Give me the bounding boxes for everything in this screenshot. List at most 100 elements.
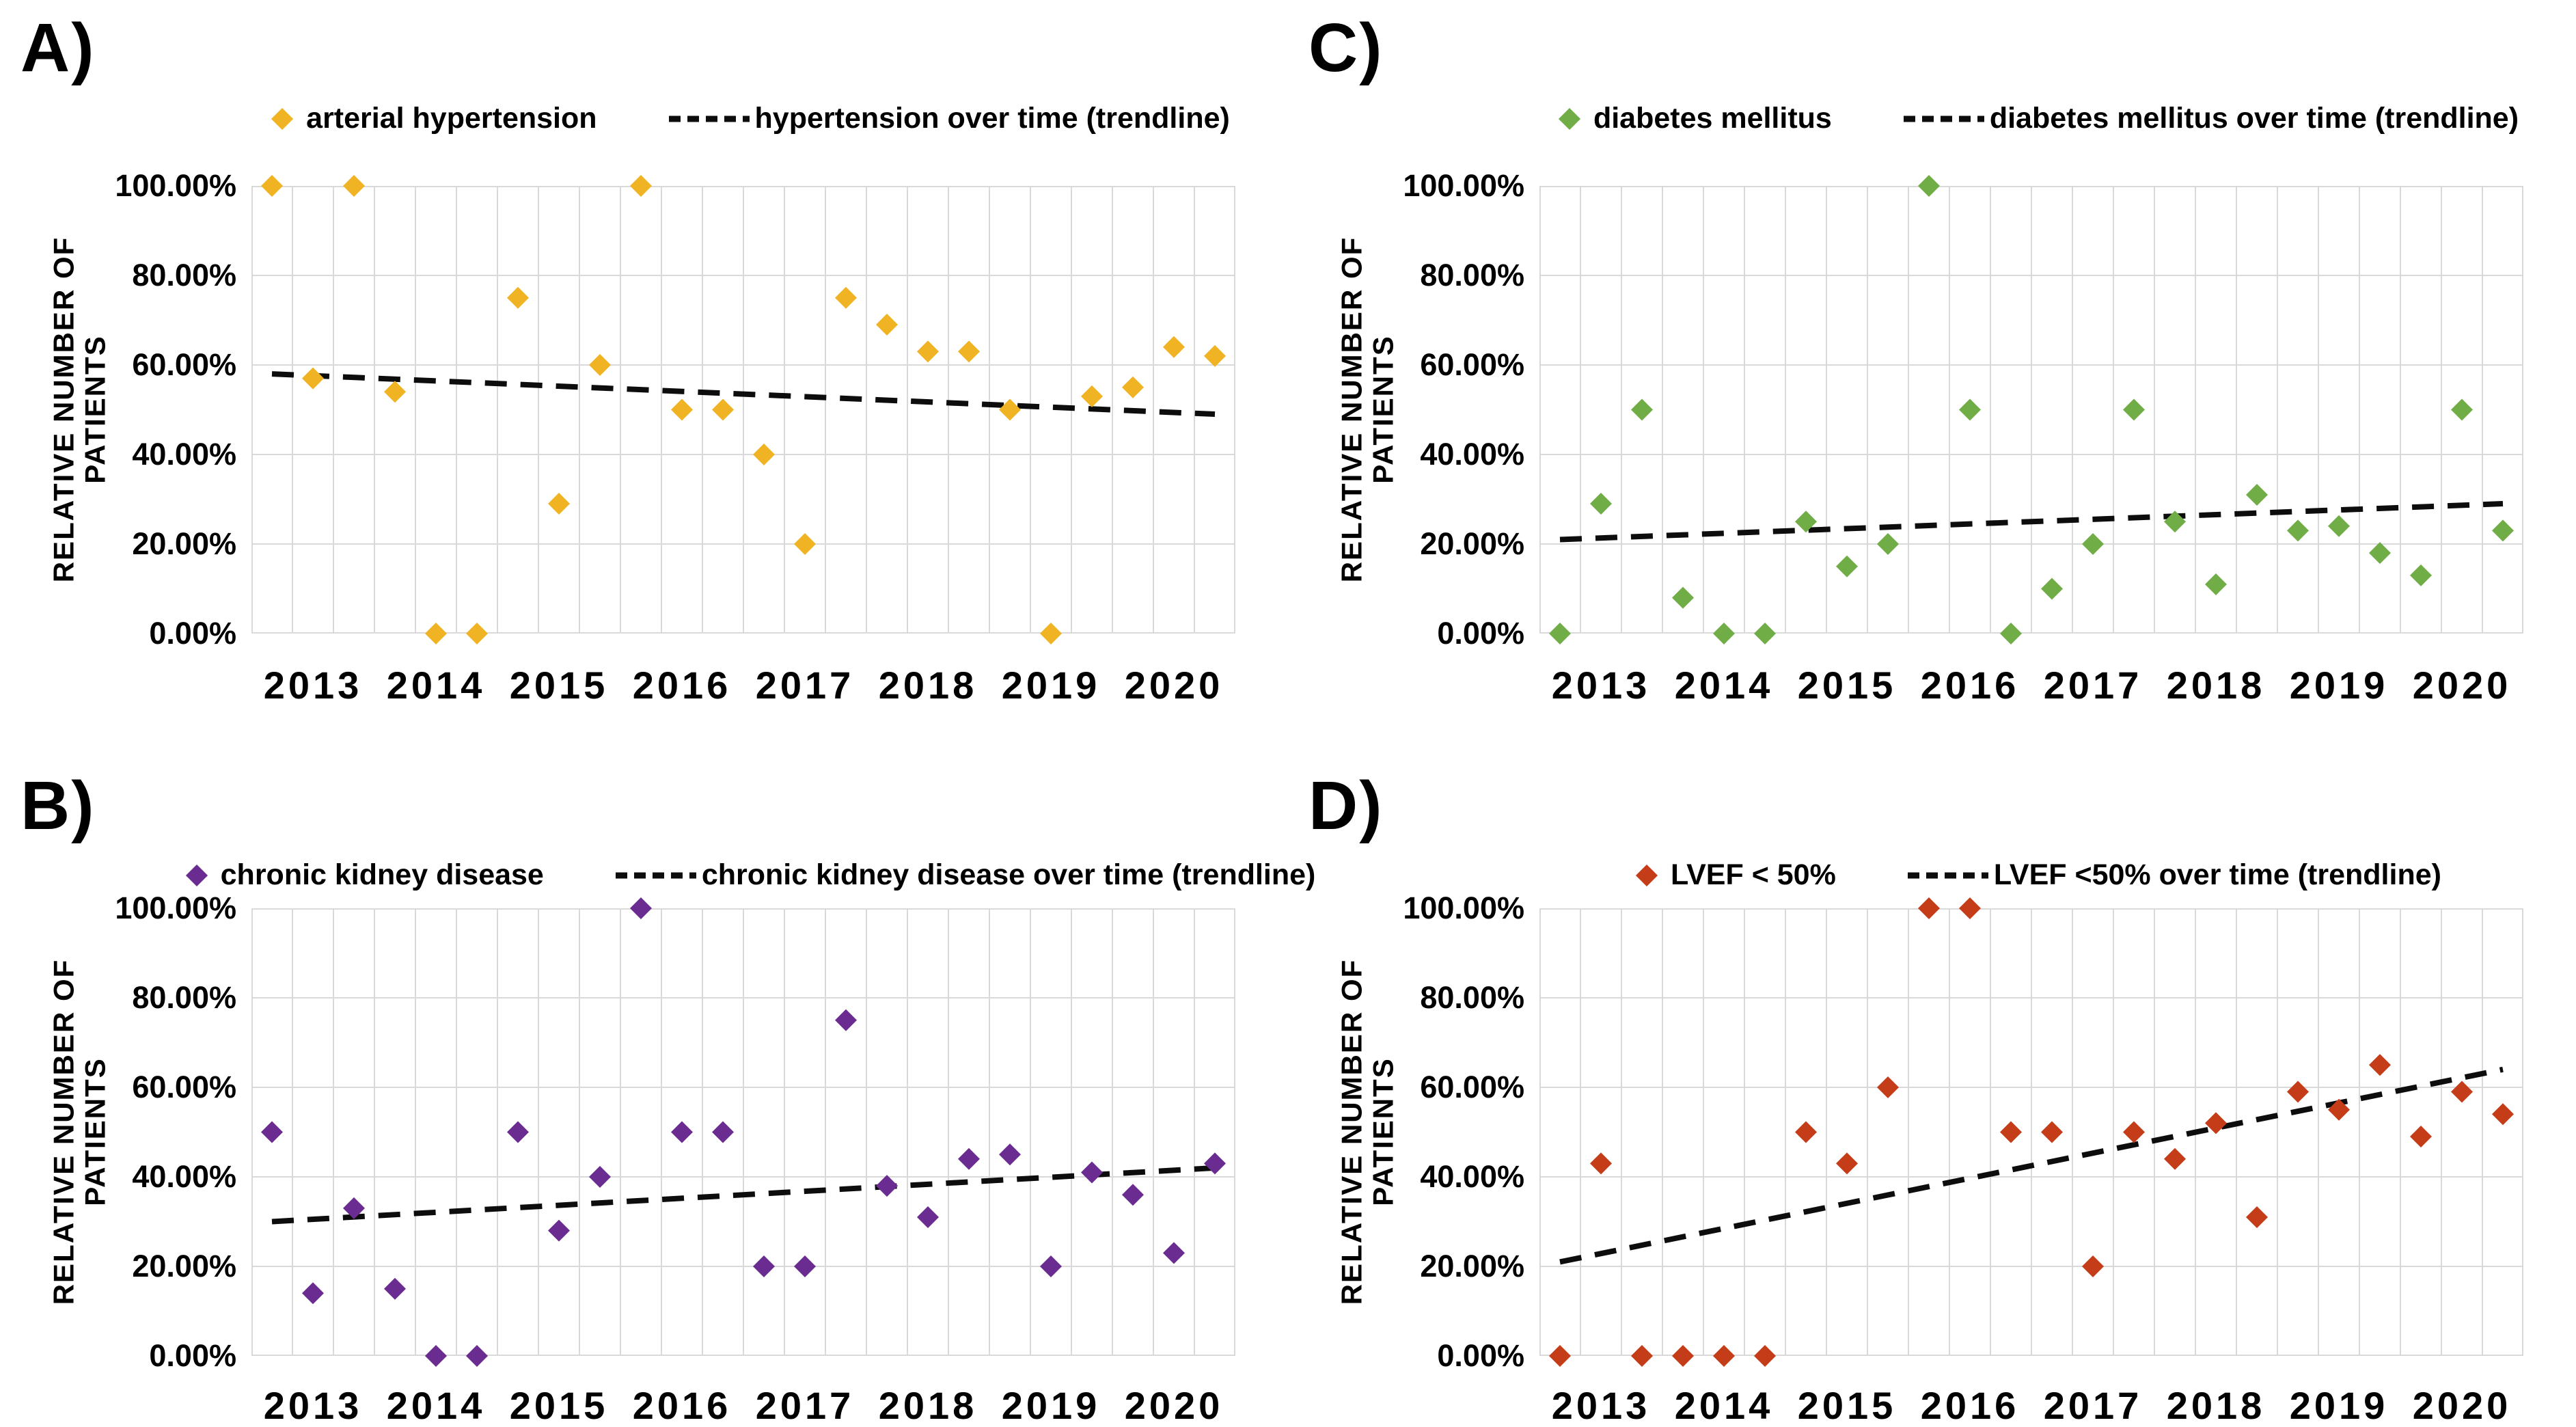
y-tick-label: 20.00% [1420,526,1524,561]
data-point-marker [1040,1255,1062,1277]
y-tick-label: 40.00% [132,437,236,472]
data-point-marker [876,314,898,336]
data-point-marker [261,1121,283,1143]
y-tick-label: 100.00% [1403,168,1524,203]
data-point-marker [712,398,734,421]
data-point-marker [2328,515,2350,537]
data-point-marker [835,286,857,309]
data-points [1549,897,2514,1367]
data-point-marker [343,175,365,197]
x-tick-label: 2019 [1001,1384,1101,1427]
data-point-marker [2000,623,2022,644]
panel-label: A) [20,10,96,86]
data-point-marker [630,175,652,197]
gridlines [1539,908,2523,1356]
legend-trendline-label: diabetes mellitus over time (trendline) [1989,102,2519,135]
data-point-marker [958,1147,980,1170]
data-point-marker [1122,1184,1144,1206]
x-tick-label: 2015 [1797,1384,1897,1427]
data-point-marker [1081,385,1103,407]
data-point-marker [2410,1126,2432,1148]
panel-label: B) [20,767,96,844]
legend-series-marker-icon [271,107,294,130]
data-point-marker [1754,623,1776,644]
data-point-marker [1122,376,1144,398]
data-point-marker [2041,1121,2063,1143]
data-point-marker [507,1121,529,1143]
data-point-marker [1836,555,1858,577]
data-point-marker [2369,1054,2391,1076]
data-point-marker [2246,1206,2268,1228]
legend-series-marker-icon [185,864,208,886]
y-tick-label: 80.00% [132,980,236,1015]
data-point-marker [1672,1345,1694,1367]
data-point-marker [1959,398,1981,421]
y-tick-label: 40.00% [1420,1159,1524,1194]
chart-panel: B) chronic kidney disease chronic kidney… [0,713,1315,1427]
data-points [261,175,1226,644]
trendline [271,371,1216,418]
data-point-marker [466,623,488,644]
data-point-marker [2164,511,2186,533]
x-tick-label: 2020 [1124,664,1224,707]
data-point-marker [671,1121,693,1143]
x-tick-label: 2019 [1001,664,1101,707]
x-tick-label: 2018 [878,664,978,707]
y-tick-label: 60.00% [1420,1070,1524,1104]
data-point-marker [1590,493,1612,515]
legend-series-label: arterial hypertension [306,102,597,135]
data-point-marker [261,175,283,197]
data-point-marker [2164,1147,2186,1170]
x-tick-label: 2019 [2289,1384,2389,1427]
x-tick-label: 2017 [2043,1384,2143,1427]
y-tick-label: 20.00% [1420,1249,1524,1283]
legend-trendline-dash-icon [668,115,750,122]
data-point-marker [1836,1152,1858,1175]
data-point-marker [1754,1345,1776,1367]
data-point-marker [2246,483,2268,506]
x-tick-label: 2017 [2043,664,2143,707]
data-point-marker [2082,533,2104,555]
y-tick-label: 80.00% [1420,980,1524,1015]
gridlines [251,186,1235,634]
data-point-marker [630,897,652,919]
data-point-marker [589,354,611,376]
legend-series-marker-icon [1558,107,1580,130]
y-tick-label: 60.00% [132,347,236,382]
x-tick-label: 2014 [386,1384,486,1427]
x-tick-label: 2018 [2166,664,2266,707]
data-point-marker [2287,519,2309,542]
legend-series-marker-icon [1635,864,1658,886]
data-point-marker [2451,1081,2473,1103]
data-point-marker [671,398,693,421]
y-tick-label: 80.00% [132,258,236,293]
data-point-marker [1549,623,1571,644]
x-tick-label: 2013 [263,664,363,707]
data-point-marker [1549,1345,1571,1367]
x-tick-label: 2016 [1920,664,2020,707]
y-tick-label: 100.00% [1403,891,1524,925]
x-tick-label: 2013 [1551,664,1651,707]
data-point-marker [2205,573,2227,595]
data-point-marker [958,340,980,363]
scatter-plot-area [1539,175,2523,644]
x-tick-label: 2020 [2412,1384,2512,1427]
data-point-marker [2410,564,2432,586]
y-tick-label: 40.00% [1420,437,1524,472]
chart-panel: D) LVEF < 50% LVEF <50% over time (trend… [1288,713,2576,1426]
data-point-marker [1877,533,1899,555]
data-point-marker [589,1166,611,1188]
scatter-plot-area [251,175,1235,644]
data-point-marker [794,1255,816,1277]
scatter-plot-area [1539,897,2523,1367]
data-point-marker [2492,519,2514,542]
legend: LVEF < 50% LVEF <50% over time (trendlin… [1539,858,2537,891]
data-point-marker [2287,1081,2309,1103]
data-point-marker [1959,897,1981,919]
x-tick-label: 2018 [878,1384,978,1427]
data-point-marker [917,340,939,363]
data-point-marker [917,1206,939,1228]
legend: arterial hypertension hypertension over … [251,102,1249,135]
data-point-marker [507,286,529,309]
data-point-marker [1713,623,1735,644]
